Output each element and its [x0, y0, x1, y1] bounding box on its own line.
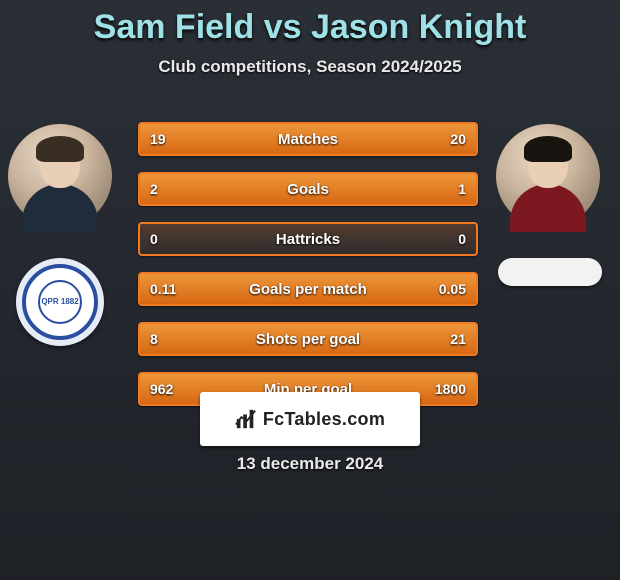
stat-row: 0.11Goals per match0.05: [138, 272, 478, 306]
stat-rows: 19Matches20 2Goals1 0Hattricks0 0.11Goals p…: [138, 122, 478, 422]
stat-value-right: 1: [458, 174, 466, 204]
avatar-hair: [36, 136, 84, 162]
brand-text: FcTables.com: [263, 409, 385, 430]
brand-logo-icon: [235, 408, 257, 430]
player-left-club-badge: QPR 1882: [16, 258, 104, 346]
stat-value-left: 8: [150, 324, 158, 354]
date-label: 13 december 2024: [0, 454, 620, 474]
stat-value-right: 0: [458, 224, 466, 254]
stat-value-right: 20: [450, 124, 466, 154]
player-right-club-badge: [498, 258, 602, 286]
avatar-body: [22, 184, 98, 232]
badge-inner-text: QPR 1882: [38, 280, 82, 324]
stat-fill-left: [140, 174, 365, 204]
stat-fill-right: [234, 324, 476, 354]
brand-chip[interactable]: FcTables.com: [200, 392, 420, 446]
subtitle: Club competitions, Season 2024/2025: [0, 57, 620, 77]
player-left-avatar: [8, 124, 112, 228]
stat-value-right: 0.05: [439, 274, 466, 304]
stat-row: 19Matches20: [138, 122, 478, 156]
player-right-avatar: [496, 124, 600, 228]
stat-label: Hattricks: [140, 224, 476, 254]
comparison-card: Sam Field vs Jason Knight Club competiti…: [0, 0, 620, 580]
avatar-body: [510, 184, 586, 232]
stat-value-left: 2: [150, 174, 158, 204]
stat-value-left: 962: [150, 374, 173, 404]
stat-value-right: 1800: [435, 374, 466, 404]
stat-value-left: 0: [150, 224, 158, 254]
stat-value-left: 0.11: [150, 274, 176, 304]
stat-value-right: 21: [450, 324, 466, 354]
stat-value-left: 19: [150, 124, 166, 154]
avatar-hair: [524, 136, 572, 162]
stat-row: 0Hattricks0: [138, 222, 478, 256]
stat-row: 8Shots per goal21: [138, 322, 478, 356]
stat-row: 2Goals1: [138, 172, 478, 206]
page-title: Sam Field vs Jason Knight: [0, 0, 620, 47]
